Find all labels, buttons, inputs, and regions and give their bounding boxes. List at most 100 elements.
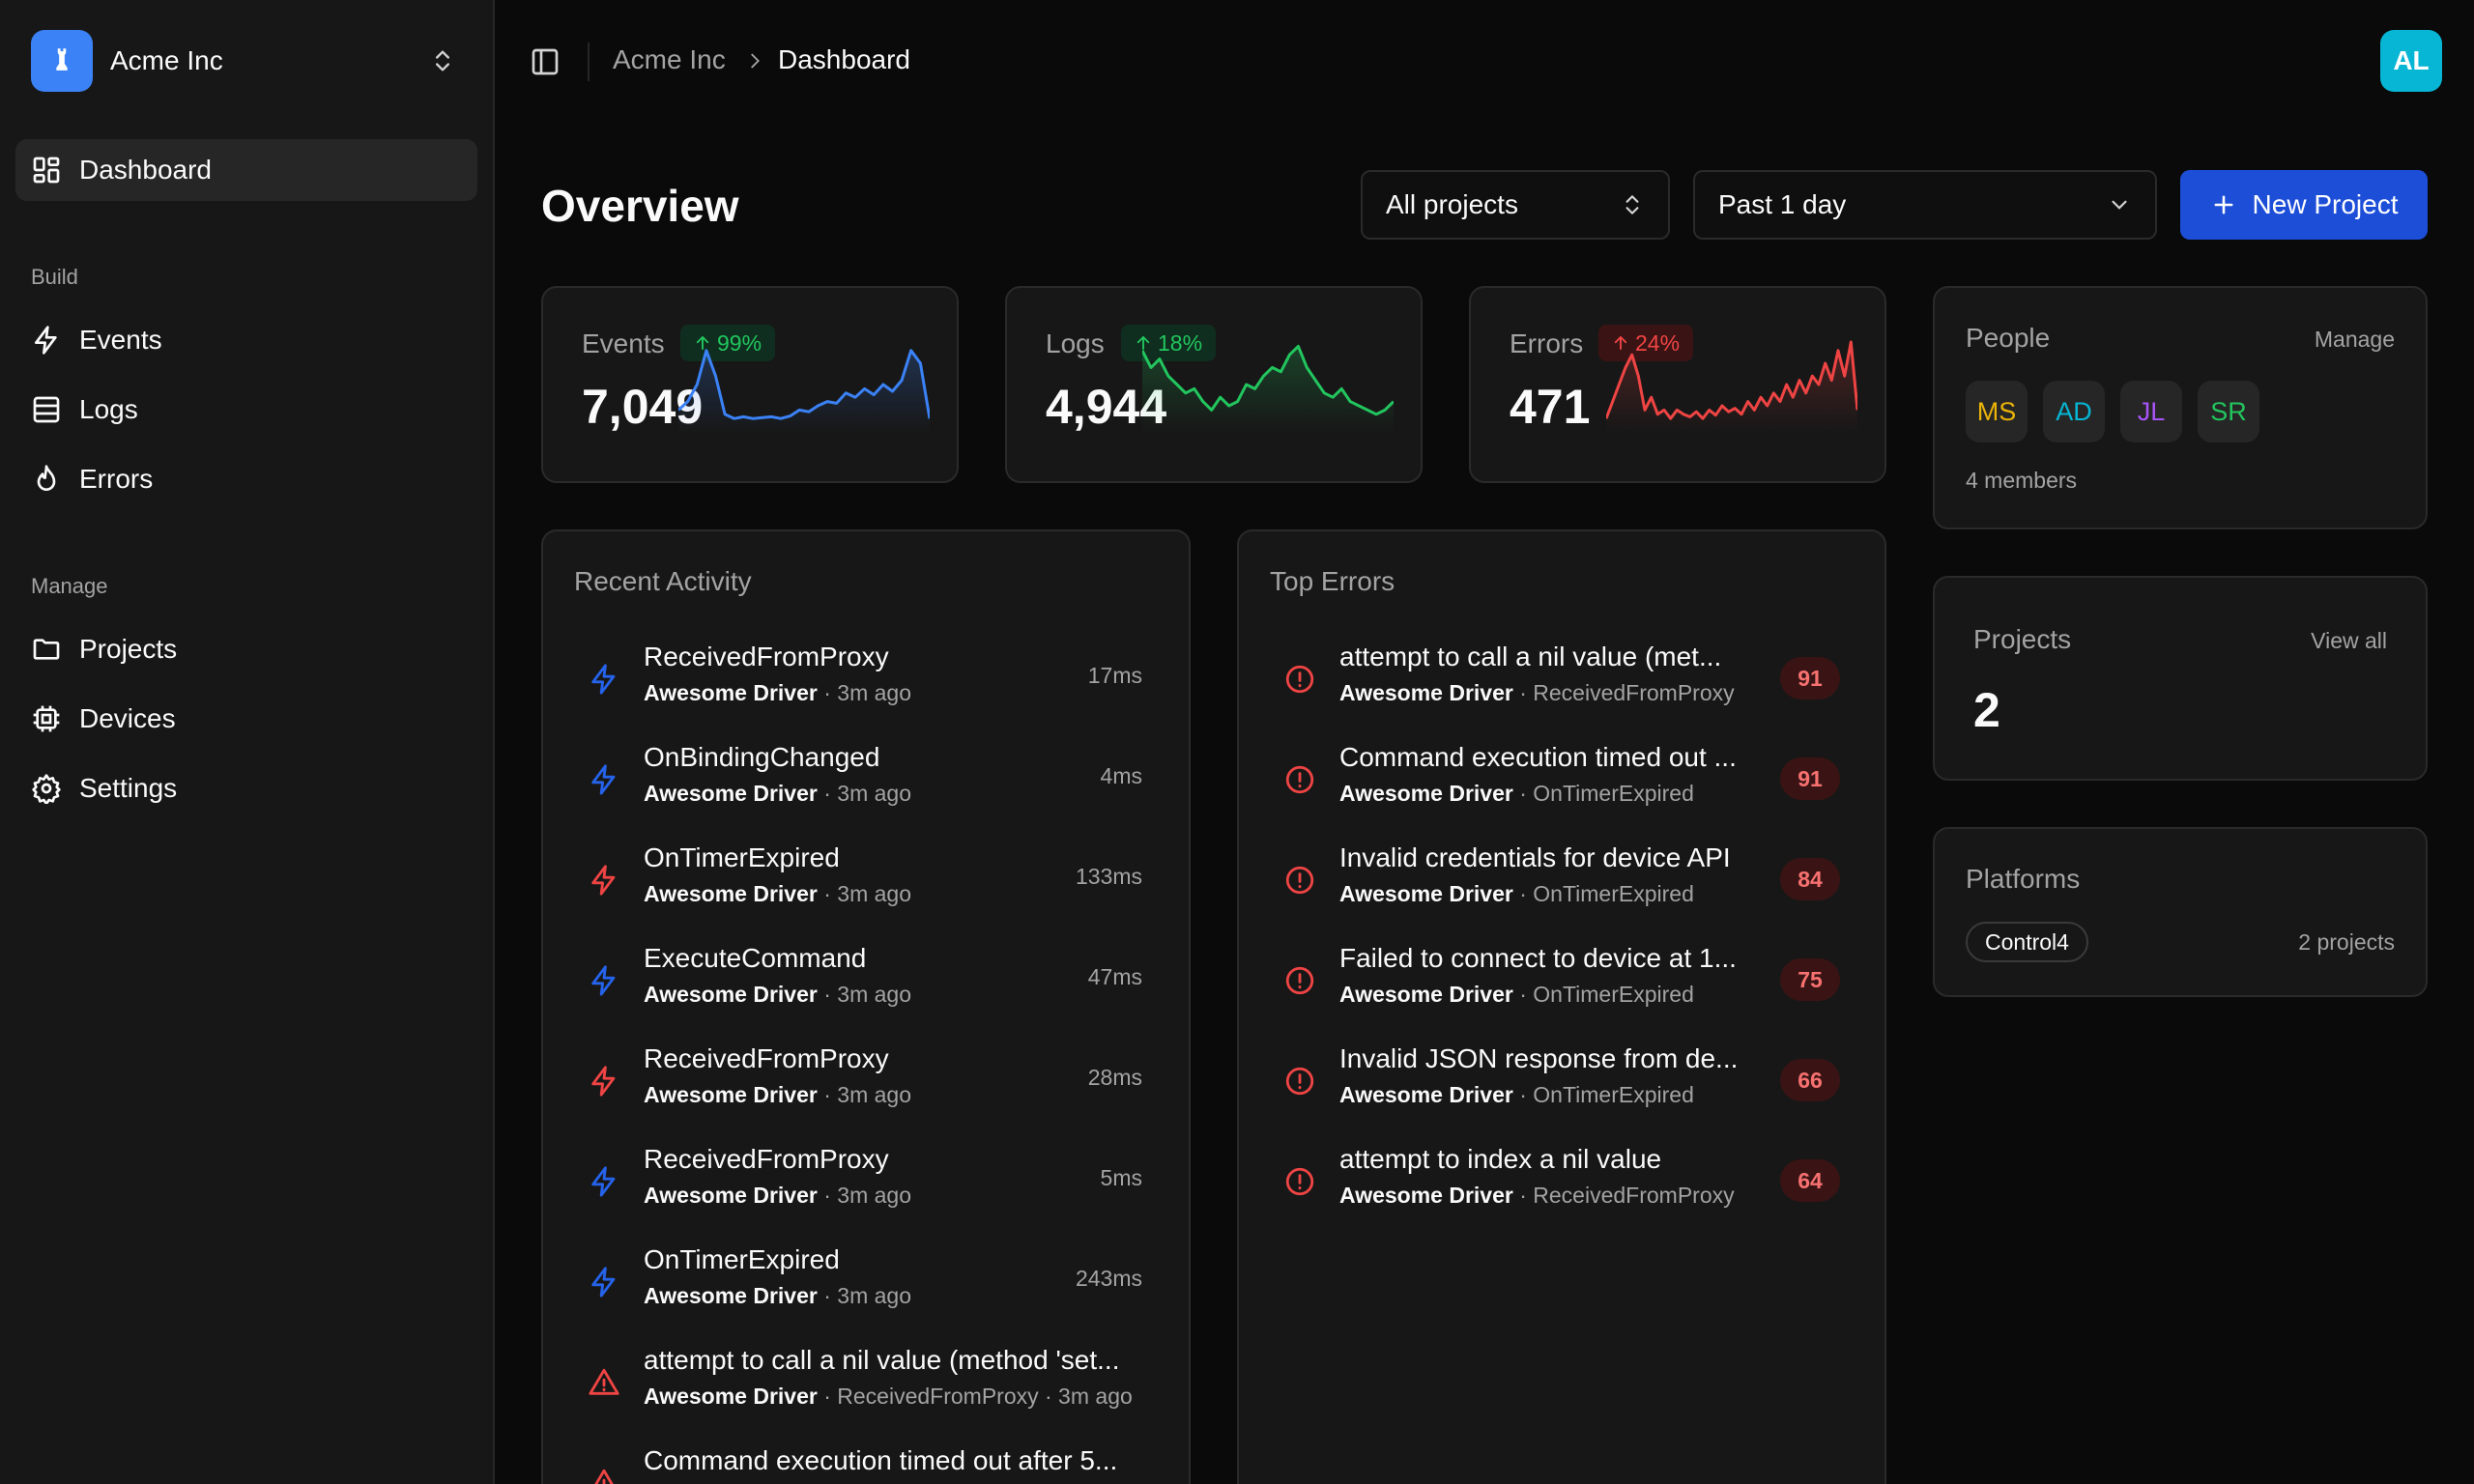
change-badge: 99% (680, 325, 776, 361)
error-subtitle: Awesome Driver · ReceivedFromProxy (1339, 680, 1735, 706)
manage-link[interactable]: Manage (2314, 327, 2395, 352)
arrow-up-icon (1612, 334, 1629, 352)
list-icon (31, 394, 62, 425)
sidebar-item-events[interactable]: Events (15, 309, 477, 371)
activity-meta: · ReceivedFromProxy · 3m ago (817, 1384, 1133, 1409)
sidebar-item-settings[interactable]: Settings (15, 757, 477, 819)
activity-meta: · 3m ago (817, 781, 911, 806)
activity-row[interactable]: OnTimerExpired Awesome Driver · 3m ago 243… (543, 1233, 1189, 1333)
gear-icon (31, 773, 62, 804)
folder-icon (31, 634, 62, 665)
error-row[interactable]: attempt to call a nil value (met... Aweso… (1239, 630, 1884, 730)
change-value: 99% (717, 329, 762, 356)
sidebar-toggle-icon[interactable] (530, 46, 561, 77)
stat-label: Logs (1046, 328, 1105, 358)
activity-meta: · 3m ago (817, 1082, 911, 1107)
stat-card-errors[interactable]: Errors 24% 471 (1469, 286, 1886, 483)
error-row[interactable]: Invalid JSON response from de... Awesome … (1239, 1032, 1884, 1132)
member-avatar[interactable]: MS (1966, 381, 2028, 442)
chevrons-up-down-icon (429, 47, 456, 74)
driver-name: Awesome Driver (644, 881, 818, 906)
activity-row[interactable]: ReceivedFromProxy Awesome Driver · 3m ago… (543, 1132, 1189, 1233)
activity-row[interactable]: ExecuteCommand Awesome Driver · 3m ago 47m… (543, 931, 1189, 1032)
driver-name: Awesome Driver (1339, 781, 1513, 806)
sidebar-item-projects[interactable]: Projects (15, 618, 477, 680)
nav-group-manage: Manage (31, 574, 108, 598)
activity-title: OnBindingChanged (644, 742, 880, 772)
platform-badge[interactable]: Control4 (1966, 922, 2088, 962)
driver-name: Awesome Driver (644, 781, 818, 806)
activity-title: ReceivedFromProxy (644, 1043, 889, 1073)
sparkline-line (678, 349, 930, 420)
project-filter-value: All projects (1386, 189, 1518, 219)
member-avatar[interactable]: AD (2043, 381, 2105, 442)
error-row[interactable]: Failed to connect to device at 1... Aweso… (1239, 931, 1884, 1032)
stat-card-logs[interactable]: Logs 18% 4,944 (1005, 286, 1423, 483)
stat-value: 471 (1510, 380, 1591, 434)
change-badge: 24% (1598, 325, 1694, 361)
project-filter-select[interactable]: All projects (1361, 170, 1670, 240)
member-avatar[interactable]: SR (2198, 381, 2259, 442)
activity-row[interactable]: OnBindingChanged Awesome Driver · 3m ago 4… (543, 730, 1189, 831)
chevrons-up-down-icon (1620, 192, 1645, 217)
error-count-badge: 91 (1780, 757, 1840, 800)
user-avatar[interactable]: AL (2380, 30, 2442, 92)
driver-name: Awesome Driver (1339, 982, 1513, 1007)
driver-name: Awesome Driver (644, 1183, 818, 1208)
activity-row[interactable]: attempt to call a nil value (method 'set… (543, 1333, 1189, 1434)
error-row[interactable]: attempt to index a nil value Awesome Driv… (1239, 1132, 1884, 1233)
member-avatar[interactable]: JL (2120, 381, 2182, 442)
error-title: Invalid JSON response from de... (1339, 1043, 1739, 1073)
activity-title: attempt to call a nil value (method 'set… (644, 1345, 1120, 1375)
divider (588, 43, 590, 81)
alert-circle-icon (1283, 763, 1316, 796)
sidebar-item-errors[interactable]: Errors (15, 448, 477, 510)
arrow-up-icon (694, 334, 711, 352)
sidebar-item-label: Errors (79, 464, 154, 494)
error-subtitle: Awesome Driver · OnTimerExpired (1339, 982, 1694, 1008)
platforms-card: Platforms Control4 2 projects (1933, 827, 2428, 997)
sidebar-item-dashboard[interactable]: Dashboard (15, 139, 477, 201)
stat-card-events[interactable]: Events 99% 7,049 (541, 286, 959, 483)
stat-label: Events (582, 328, 665, 358)
new-project-button[interactable]: New Project (2180, 170, 2428, 240)
sidebar-item-devices[interactable]: Devices (15, 688, 477, 750)
error-source: · ReceivedFromProxy (1512, 1183, 1735, 1208)
activity-subtitle: Awesome Driver · 3m ago (644, 680, 911, 706)
arrow-up-icon (1135, 334, 1152, 352)
error-row[interactable]: Command execution timed out ... Awesome D… (1239, 730, 1884, 831)
alert-circle-icon (1283, 1165, 1316, 1198)
sparkline (678, 349, 930, 433)
breadcrumb-root[interactable]: Acme Inc (613, 44, 726, 74)
sidebar-item-label: Settings (79, 773, 178, 803)
zap-icon (588, 1266, 620, 1298)
chess-rook-icon (31, 30, 93, 92)
driver-name: Awesome Driver (644, 982, 818, 1007)
time-range-select[interactable]: Past 1 day (1693, 170, 2157, 240)
error-title: Command execution timed out ... (1339, 742, 1737, 772)
activity-row[interactable]: OnTimerExpired Awesome Driver · 3m ago 133… (543, 831, 1189, 931)
activity-meta: · 3m ago (817, 680, 911, 705)
change-value: 18% (1158, 329, 1203, 356)
org-switcher[interactable]: Acme Inc (15, 25, 472, 97)
error-source: · OnTimerExpired (1512, 881, 1694, 906)
alert-circle-icon (1283, 663, 1316, 696)
platform-project-count: 2 projects (2298, 929, 2395, 955)
error-row[interactable]: Invalid credentials for device API Awesom… (1239, 831, 1884, 931)
error-title: Failed to connect to device at 1... (1339, 943, 1737, 973)
view-all-link[interactable]: View all (2311, 628, 2387, 653)
activity-title: OnTimerExpired (644, 842, 840, 872)
activity-meta: · 3m ago (817, 1283, 911, 1308)
activity-meta: · 3m ago (817, 982, 911, 1007)
breadcrumb-current: Dashboard (778, 44, 910, 74)
activity-row[interactable]: ReceivedFromProxy Awesome Driver · 3m ago… (543, 1032, 1189, 1132)
warning-icon (588, 1366, 620, 1399)
sidebar-item-logs[interactable]: Logs (15, 379, 477, 441)
sparkline-area (1142, 346, 1394, 433)
sidebar: Acme Inc Dashboard Build Events Logs Err… (0, 0, 495, 1484)
member-count: 4 members (1966, 468, 2078, 493)
activity-row[interactable]: Command execution timed out after 5... (543, 1434, 1189, 1484)
card-title: Recent Activity (574, 566, 752, 596)
driver-name: Awesome Driver (1339, 881, 1513, 906)
activity-row[interactable]: ReceivedFromProxy Awesome Driver · 3m ago… (543, 630, 1189, 730)
